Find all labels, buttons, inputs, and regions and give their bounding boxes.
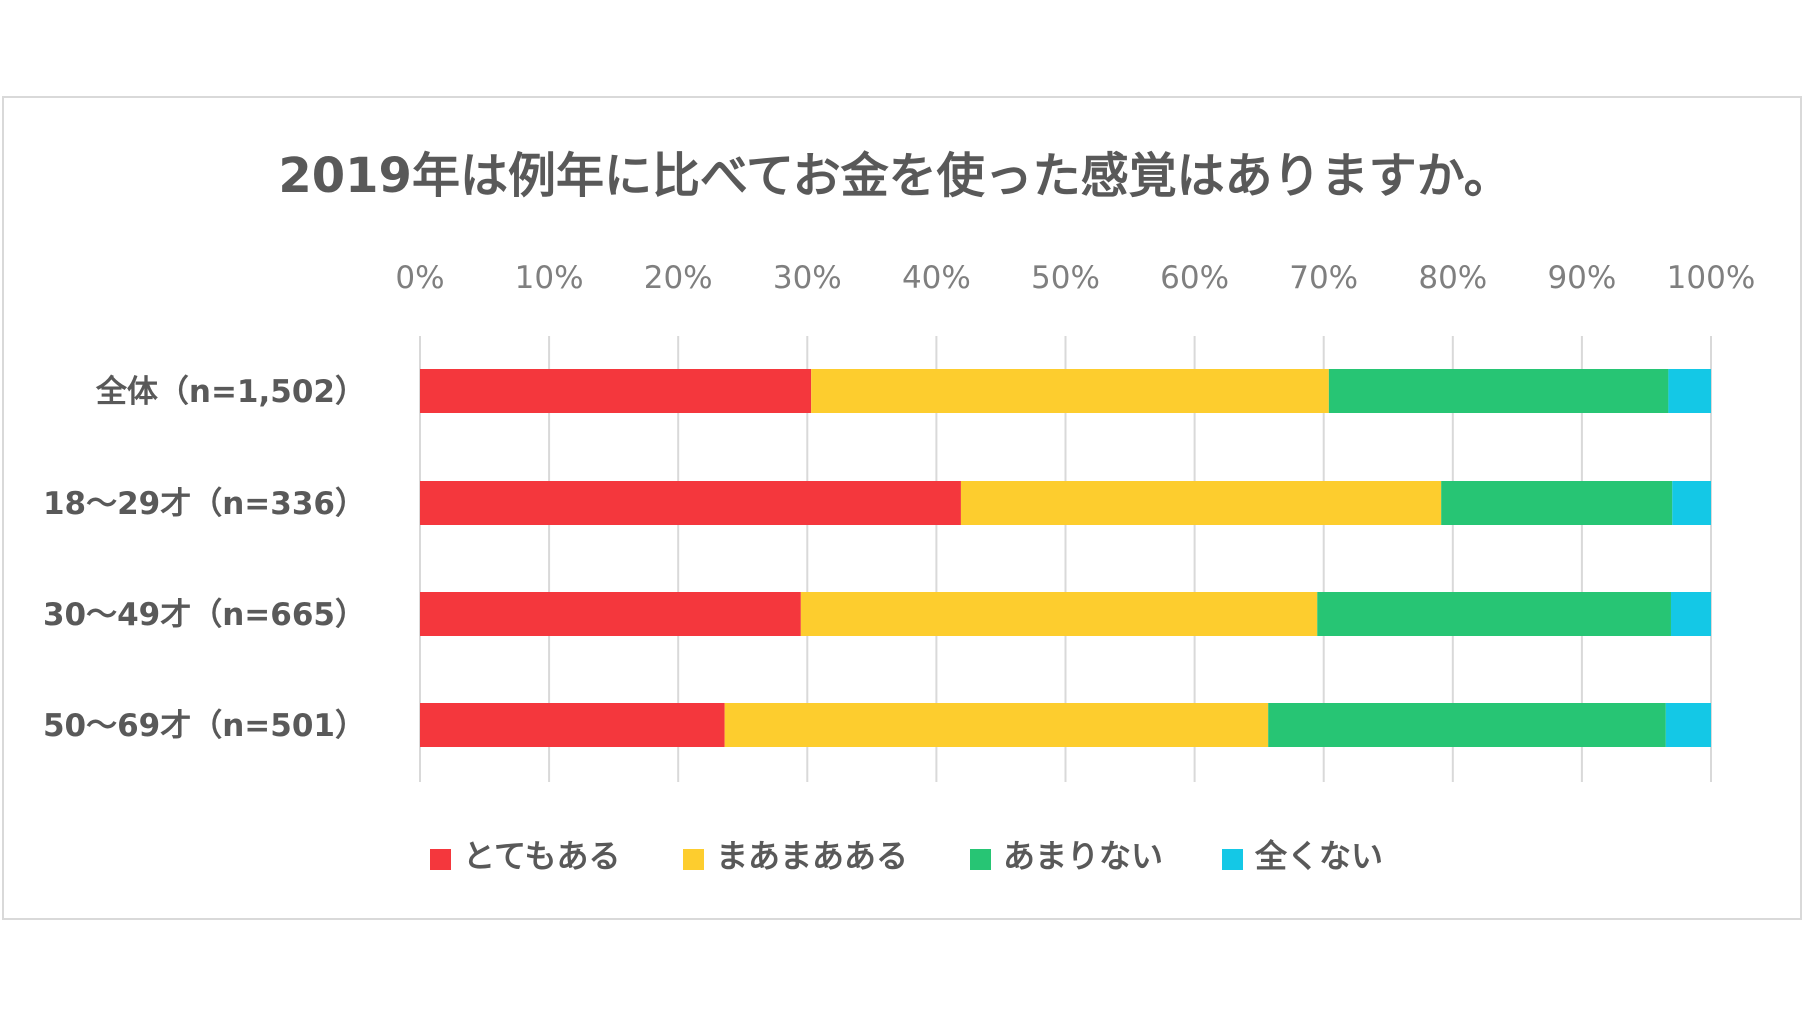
chart-title: 2019年は例年に比べてお金を使った感覚はありますか。 xyxy=(278,148,1511,204)
bars xyxy=(420,369,1711,747)
x-tick-label: 50% xyxy=(1031,260,1100,296)
legend-swatch xyxy=(683,849,704,870)
x-tick-label: 10% xyxy=(515,260,584,296)
x-tick-label: 40% xyxy=(902,260,971,296)
x-tick-label: 20% xyxy=(644,260,713,296)
legend-swatch xyxy=(970,849,991,870)
x-tick-label: 30% xyxy=(773,260,842,296)
bar-segment xyxy=(724,703,1269,747)
legend-swatch xyxy=(430,849,451,870)
bar-segment xyxy=(1670,592,1711,636)
x-tick-label: 0% xyxy=(395,260,444,296)
bar-segment xyxy=(420,369,812,413)
legend-label: とてもある xyxy=(463,837,620,875)
bar-segment xyxy=(1328,369,1669,413)
legend: とてもある まあまあある あまりない 全くない xyxy=(430,837,1383,875)
bar-segment xyxy=(1441,481,1673,525)
bar-segment xyxy=(420,592,801,636)
bar-segment xyxy=(1665,703,1711,747)
x-tick-label: 60% xyxy=(1160,260,1229,296)
bar-segment xyxy=(420,481,961,525)
bar-segment xyxy=(1672,481,1711,525)
x-tick-label: 70% xyxy=(1289,260,1358,296)
category-label: 全体（n=1,502） xyxy=(95,374,366,410)
x-tick-label: 90% xyxy=(1547,260,1616,296)
x-tick-label: 100% xyxy=(1667,260,1756,296)
legend-label: まあまあある xyxy=(716,837,908,875)
legend-swatch xyxy=(1222,849,1243,870)
bar-segment xyxy=(1317,592,1671,636)
x-axis-ticks: 0% 10% 20% 30% 40% 50% 60% 70% 80% 90% 100% xyxy=(395,260,1755,296)
category-label: 18～29才（n=336） xyxy=(43,486,366,522)
bar-segment xyxy=(1668,369,1711,413)
bar-segment xyxy=(811,369,1329,413)
category-label: 30～49才（n=665） xyxy=(43,597,366,633)
category-label: 50～69才（n=501） xyxy=(43,708,366,744)
bar-segment xyxy=(420,703,725,747)
legend-label: 全くない xyxy=(1254,837,1383,875)
y-axis-categories: 全体（n=1,502） 18～29才（n=336） 30～49才（n=665） 50～… xyxy=(43,374,366,744)
x-tick-label: 80% xyxy=(1418,260,1487,296)
bar-segment xyxy=(960,481,1442,525)
bar-segment xyxy=(1268,703,1666,747)
bar-segment xyxy=(800,592,1318,636)
legend-label: あまりない xyxy=(1003,837,1163,875)
